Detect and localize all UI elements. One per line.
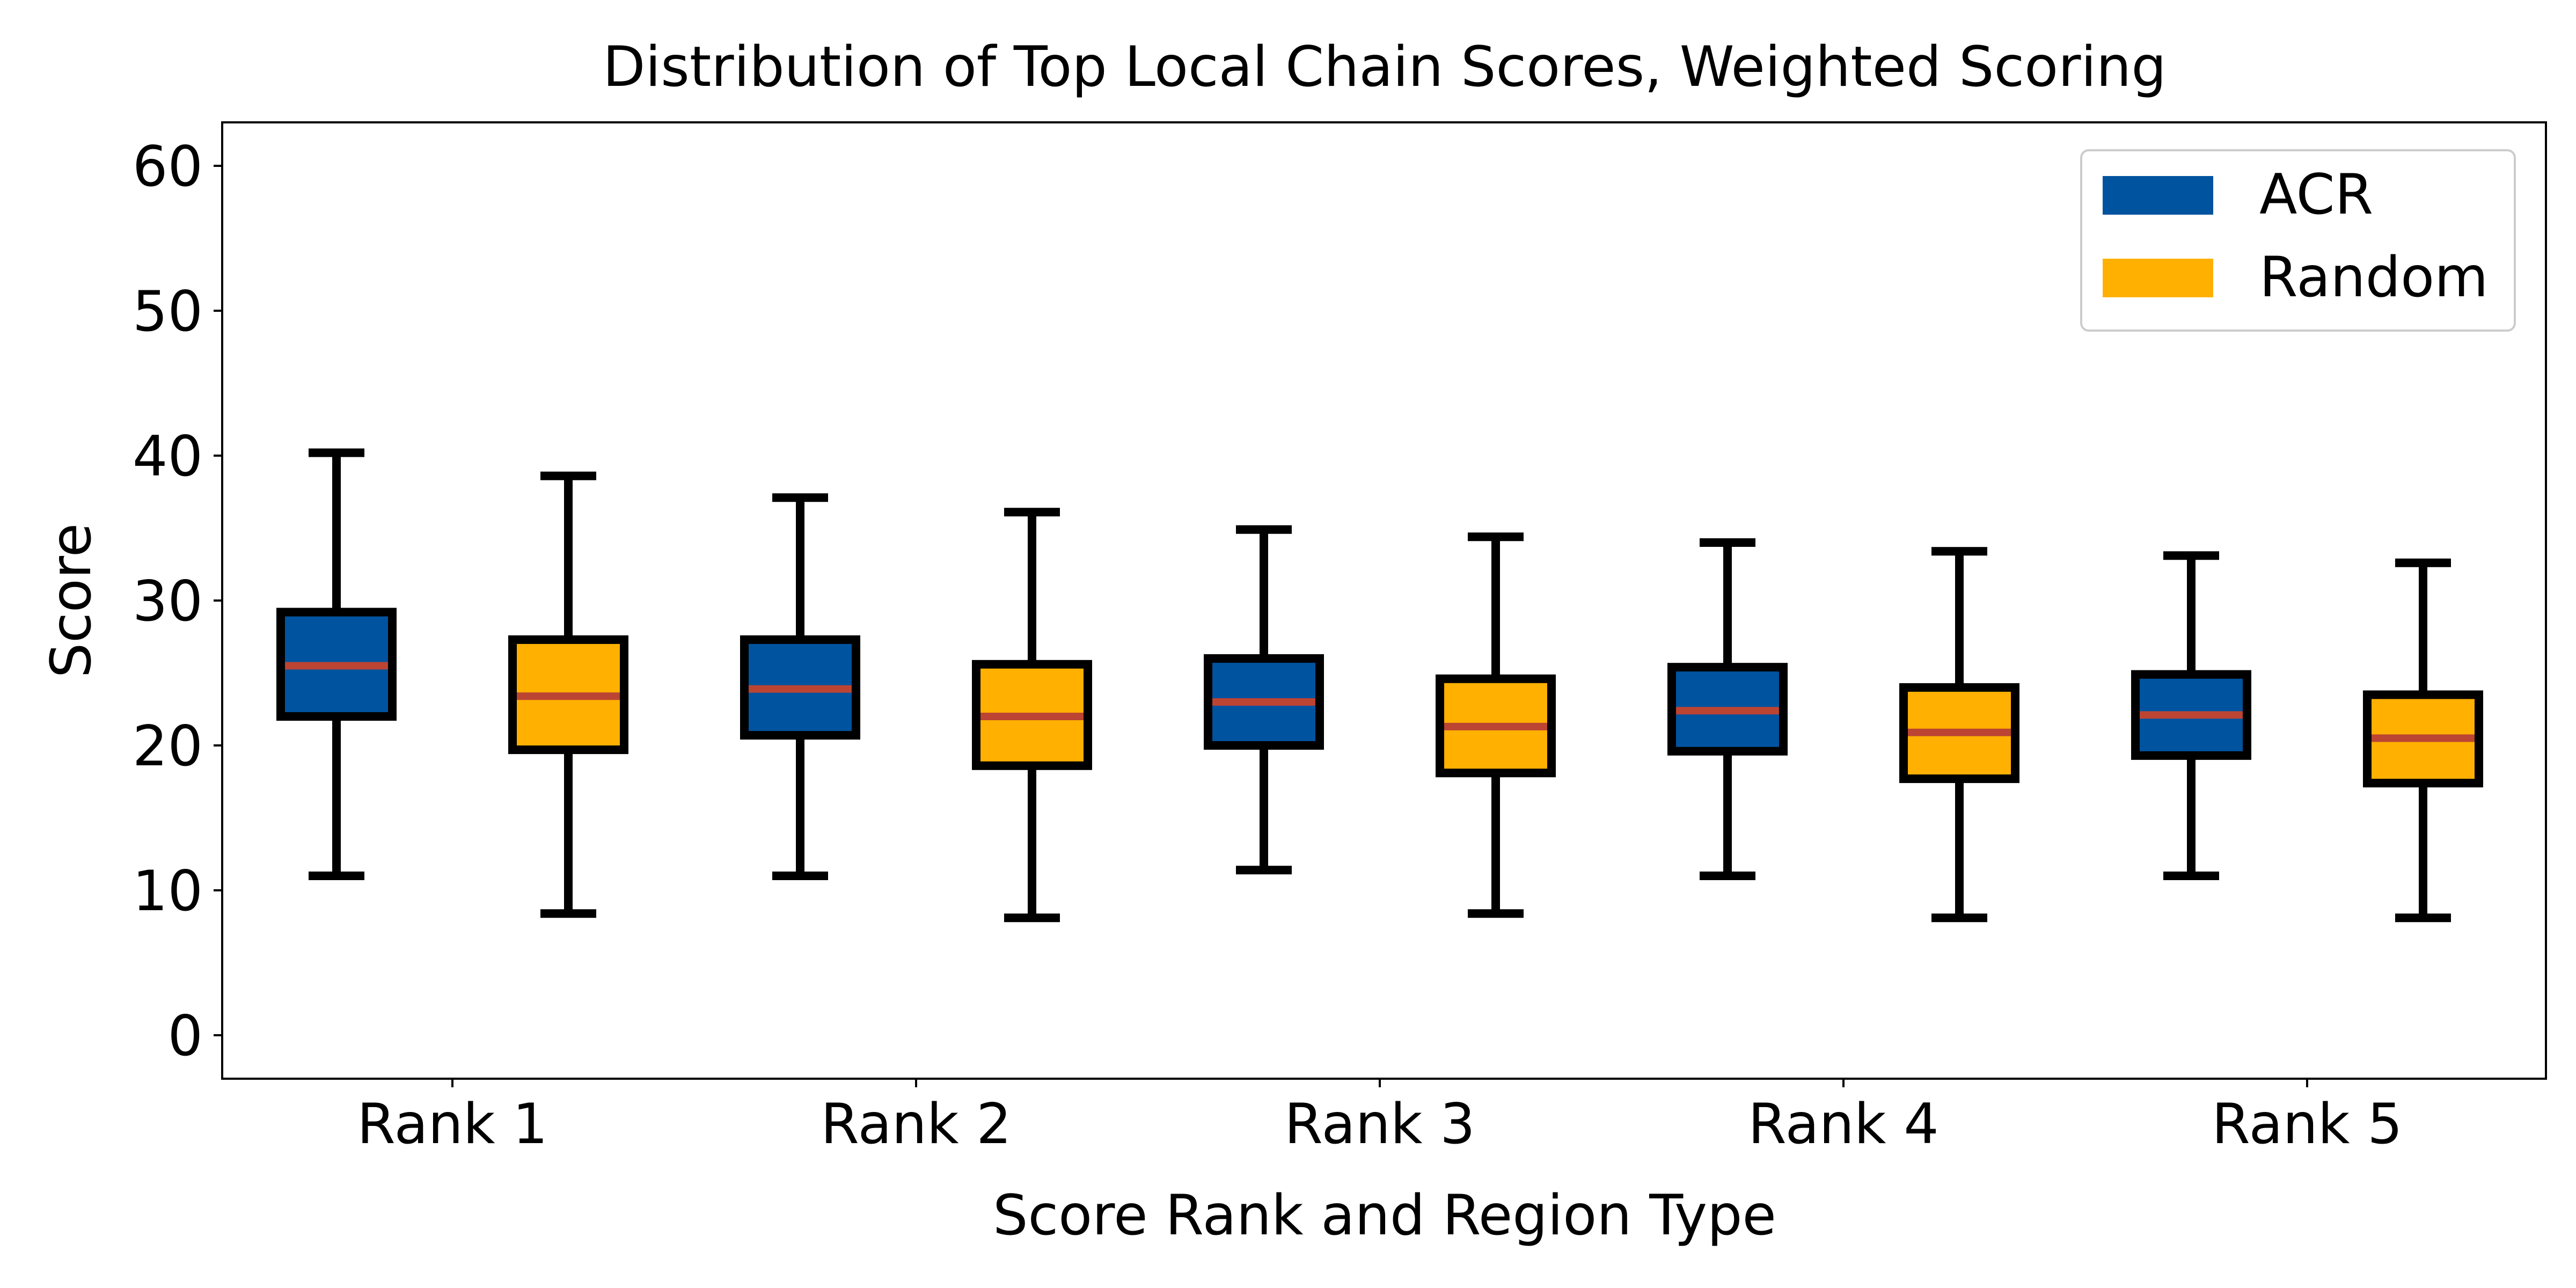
box-random-4 — [1899, 547, 2019, 923]
legend: ACR Random — [2080, 149, 2516, 332]
x-axis: Rank 1 Rank 2 Rank 3 Rank 4 Rank 5 — [357, 1079, 2403, 1157]
y-axis-label: Score — [39, 523, 104, 678]
box-random-2 — [972, 508, 1092, 923]
legend-swatch-acr — [2103, 176, 2213, 215]
chart-title: Distribution of Top Local Chain Scores, … — [603, 35, 2166, 99]
box-random-5 — [2363, 558, 2483, 923]
y-tick-label: 20 — [133, 714, 203, 779]
x-tick-label: Rank 3 — [1284, 1092, 1475, 1157]
legend-label-acr: ACR — [2259, 163, 2373, 227]
y-tick-label: 10 — [133, 859, 203, 924]
legend-label-random: Random — [2259, 245, 2488, 310]
box-random-1 — [508, 471, 628, 918]
y-tick-label: 50 — [133, 280, 203, 344]
plot-area — [276, 448, 2483, 923]
x-tick-label: Rank 5 — [2212, 1092, 2403, 1157]
box-acr-1 — [276, 448, 397, 880]
y-tick-label: 60 — [133, 135, 203, 199]
legend-swatch-random — [2103, 259, 2213, 297]
x-axis-label: Score Rank and Region Type — [993, 1183, 1776, 1248]
box-random-3 — [1436, 532, 1556, 918]
x-tick-label: Rank 4 — [1748, 1092, 1939, 1157]
box-acr-5 — [2131, 551, 2251, 880]
box-acr-3 — [1204, 525, 1324, 875]
x-tick-label: Rank 1 — [357, 1092, 548, 1157]
box-acr-4 — [1667, 538, 1788, 880]
y-tick-label: 30 — [133, 569, 203, 634]
x-tick-label: Rank 2 — [821, 1092, 1012, 1157]
box-acr-2 — [740, 493, 860, 880]
y-axis: 0 10 20 30 40 50 60 — [133, 135, 222, 1069]
y-tick-label: 0 — [167, 1004, 203, 1069]
y-tick-label: 40 — [133, 425, 203, 489]
